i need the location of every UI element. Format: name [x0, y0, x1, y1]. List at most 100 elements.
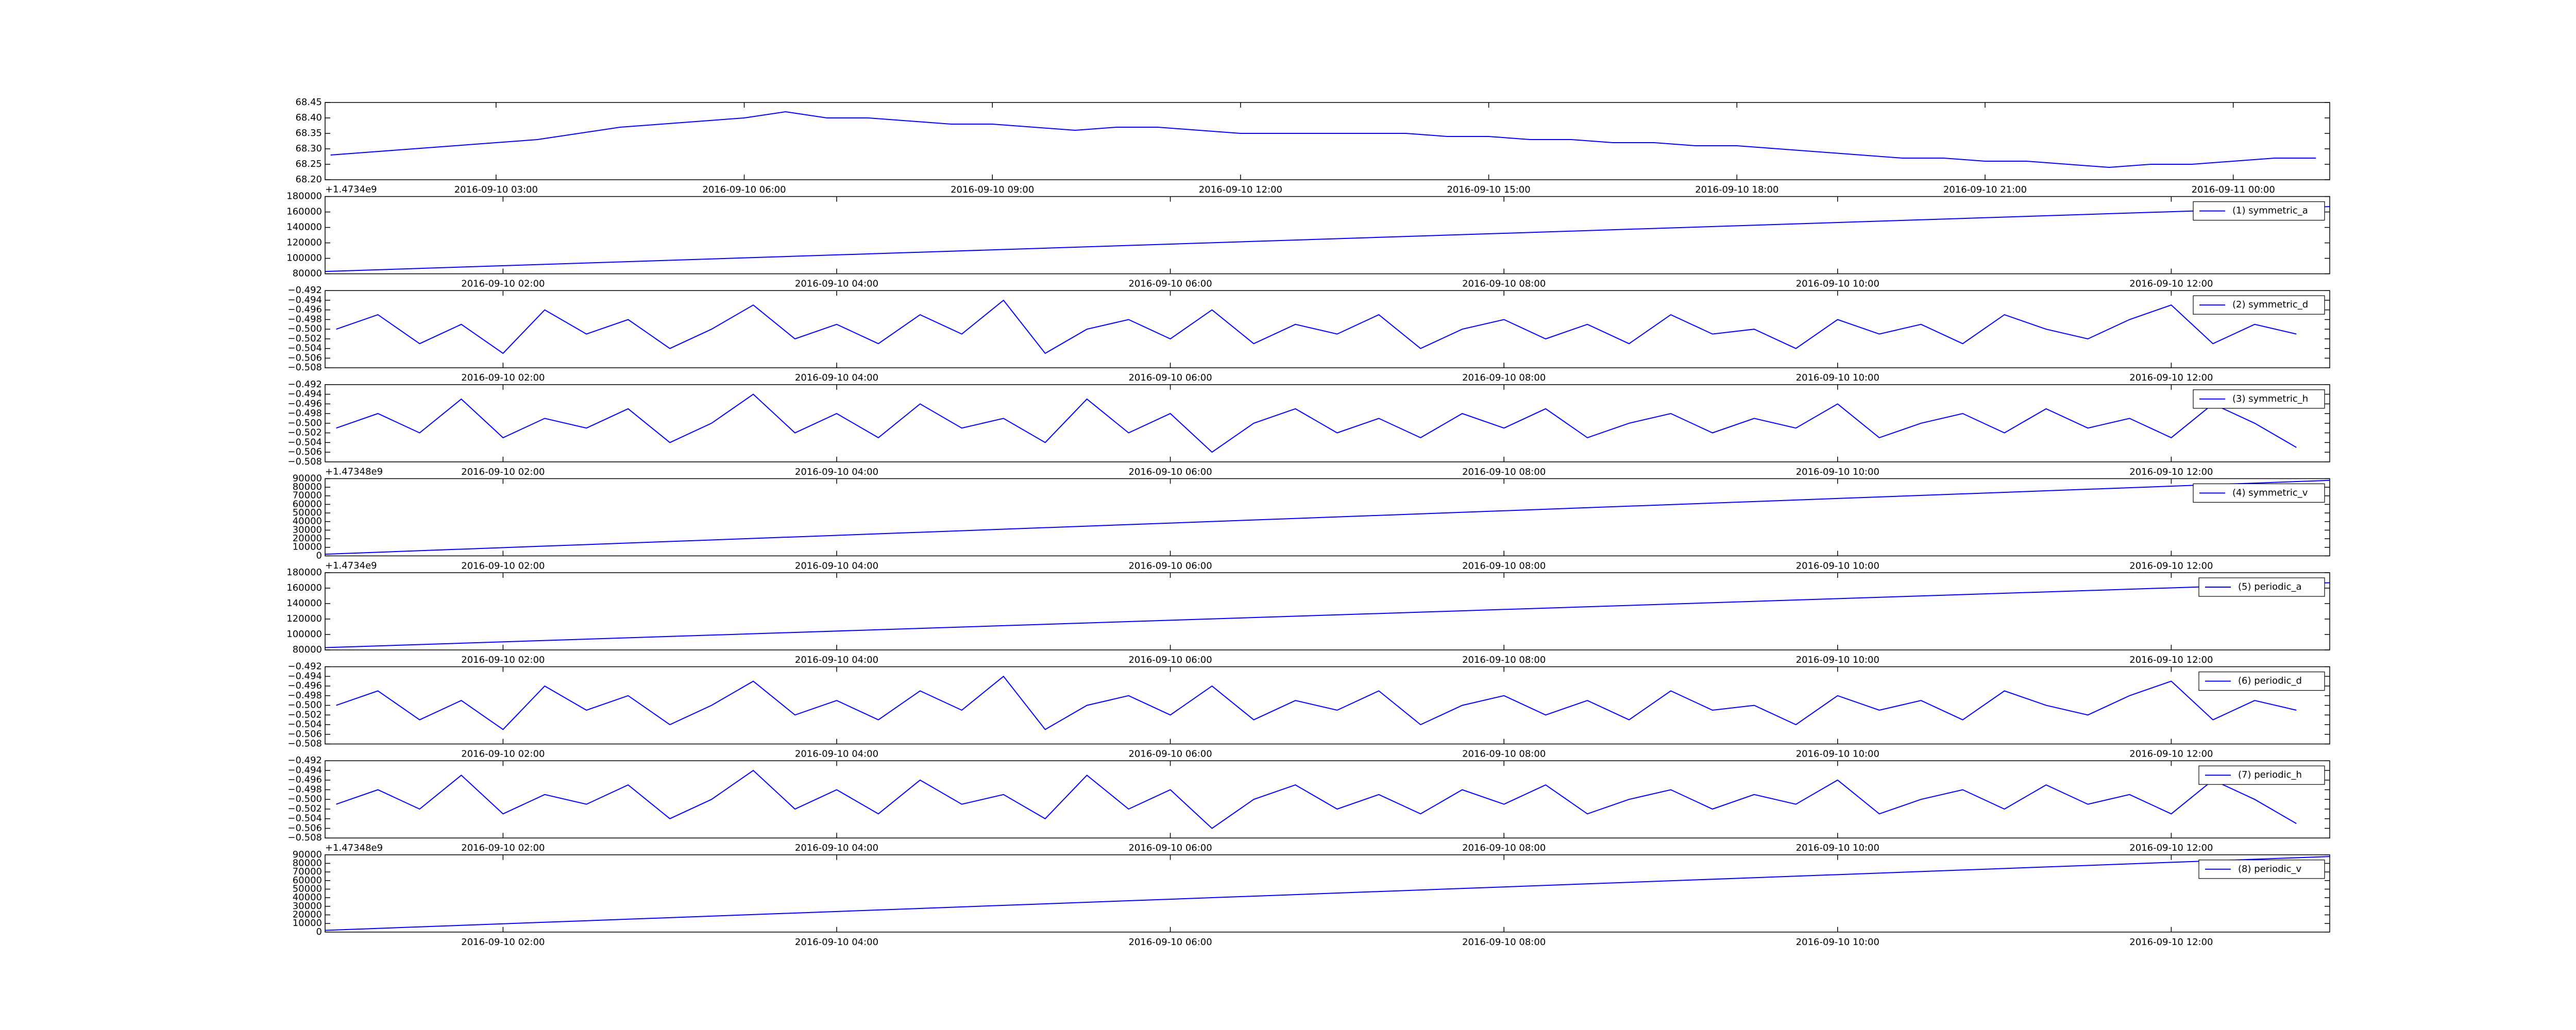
y-tick-label: −0.502 — [287, 803, 322, 814]
plot-area — [325, 582, 2330, 648]
y-tick-label: 60000 — [293, 499, 322, 509]
y-tick-label: −0.500 — [287, 700, 322, 711]
y-tick-label: 68.20 — [295, 174, 322, 185]
x-tick-label: 2016-09-10 04:00 — [795, 279, 878, 289]
x-tick-label: 2016-09-10 04:00 — [795, 560, 878, 571]
legend-label: (8) periodic_v — [2238, 864, 2301, 874]
y-tick-label: 90000 — [293, 849, 322, 860]
y-tick-label: −0.496 — [287, 304, 322, 315]
x-tick-label: 2016-09-10 08:00 — [1462, 372, 1546, 383]
axes-frame — [325, 572, 2330, 650]
y-tick-label: −0.498 — [287, 690, 322, 701]
x-tick-label: 2016-09-10 12:00 — [1199, 184, 1282, 195]
x-tick-label: 2016-09-10 08:00 — [1462, 560, 1546, 571]
axes-frame — [325, 854, 2330, 933]
y-offset-text: +1.4734e9 — [325, 184, 377, 195]
y-tick-label: −0.508 — [287, 832, 322, 843]
x-tick-label: 2016-09-10 08:00 — [1462, 279, 1546, 289]
x-tick-label: 2016-09-10 06:00 — [1128, 655, 1212, 665]
y-tick-label: −0.500 — [287, 794, 322, 804]
axes-frame — [325, 196, 2330, 274]
plot-area — [325, 856, 2330, 931]
y-tick-label: 0 — [316, 550, 322, 561]
x-tick-label: 2016-09-10 09:00 — [951, 184, 1034, 195]
y-tick-label: −0.498 — [287, 314, 322, 324]
x-tick-label: 2016-09-10 02:00 — [461, 279, 545, 289]
x-tick-label: 2016-09-10 04:00 — [795, 655, 878, 665]
legend-label: (7) periodic_h — [2238, 769, 2302, 780]
y-tick-label: −0.504 — [287, 437, 322, 448]
x-tick-label: 2016-09-10 15:00 — [1447, 184, 1530, 195]
y-tick-label: −0.502 — [287, 333, 322, 344]
y-offset-text: +1.47348e9 — [325, 466, 383, 477]
x-tick-label: 2016-09-10 02:00 — [461, 749, 545, 760]
y-offset-text: +1.4734e9 — [325, 560, 377, 571]
y-tick-label: 70000 — [293, 490, 322, 501]
y-tick-label: −0.508 — [287, 739, 322, 749]
y-tick-label: 160000 — [286, 207, 322, 217]
x-tick-label: 2016-09-10 10:00 — [1796, 467, 1879, 477]
x-tick-label: 2016-09-10 02:00 — [461, 937, 545, 948]
data-line — [336, 393, 2297, 453]
y-tick-label: 100000 — [286, 253, 322, 264]
x-tick-label: 2016-09-10 04:00 — [795, 467, 878, 477]
y-offset-text: +1.47348e9 — [325, 843, 383, 853]
y-tick-label: −0.496 — [287, 775, 322, 785]
x-tick-label: 2016-09-10 12:00 — [2129, 843, 2213, 853]
y-tick-label: −0.502 — [287, 709, 322, 720]
plot-area — [336, 299, 2297, 354]
x-tick-label: 2016-09-10 10:00 — [1796, 279, 1879, 289]
x-tick-label: 2016-09-10 04:00 — [795, 749, 878, 760]
axes-frame — [325, 478, 2330, 557]
y-tick-label: 68.35 — [295, 128, 322, 139]
y-tick-label: −0.506 — [287, 447, 322, 457]
x-tick-label: 2016-09-10 12:00 — [2129, 937, 2213, 948]
x-tick-label: 2016-09-10 18:00 — [1695, 184, 1778, 195]
x-tick-label: 2016-09-10 12:00 — [2129, 279, 2213, 289]
y-tick-label: −0.500 — [287, 323, 322, 334]
x-tick-label: 2016-09-10 10:00 — [1796, 560, 1879, 571]
x-tick-label: 2016-09-10 06:00 — [1128, 843, 1212, 853]
x-tick-label: 2016-09-10 08:00 — [1462, 467, 1546, 477]
y-tick-label: −0.492 — [287, 661, 322, 672]
x-tick-label: 2016-09-10 10:00 — [1796, 937, 1879, 948]
axes-frame — [325, 290, 2330, 368]
legend-label: (2) symmetric_d — [2232, 299, 2308, 310]
x-tick-label: 2016-09-10 08:00 — [1462, 655, 1546, 665]
y-tick-label: 80000 — [293, 268, 322, 279]
y-tick-label: 80000 — [293, 857, 322, 868]
axes-frame — [325, 384, 2330, 462]
y-tick-label: −0.496 — [287, 398, 322, 409]
y-tick-label: 0 — [316, 926, 322, 937]
x-tick-label: 2016-09-10 06:00 — [702, 184, 786, 195]
legend-box — [2193, 483, 2325, 503]
legend-label: (6) periodic_d — [2238, 676, 2302, 686]
x-tick-label: 2016-09-10 10:00 — [1796, 843, 1879, 853]
y-tick-label: 10000 — [293, 542, 322, 553]
plot-area — [336, 393, 2297, 453]
y-tick-label: 120000 — [286, 237, 322, 248]
y-tick-label: 20000 — [293, 909, 322, 920]
y-tick-label: 80000 — [293, 644, 322, 655]
y-tick-label: 60000 — [293, 875, 322, 886]
axes-frame — [325, 666, 2330, 745]
x-tick-label: 2016-09-10 21:00 — [1943, 184, 2027, 195]
y-tick-label: 68.45 — [295, 97, 322, 108]
y-tick-label: 100000 — [286, 629, 322, 640]
x-tick-label: 2016-09-10 04:00 — [795, 937, 878, 948]
x-tick-label: 2016-09-10 08:00 — [1462, 749, 1546, 760]
data-line — [325, 582, 2330, 648]
data-line — [336, 769, 2297, 829]
y-tick-label: −0.502 — [287, 427, 322, 438]
y-tick-label: 20000 — [293, 533, 322, 544]
legend-label: (3) symmetric_h — [2232, 393, 2308, 404]
x-tick-label: 2016-09-10 10:00 — [1796, 749, 1879, 760]
y-tick-label: −0.508 — [287, 456, 322, 467]
x-tick-label: 2016-09-10 02:00 — [461, 560, 545, 571]
y-tick-label: 50000 — [293, 883, 322, 894]
x-tick-label: 2016-09-10 10:00 — [1796, 655, 1879, 665]
y-tick-label: −0.498 — [287, 408, 322, 419]
x-tick-label: 2016-09-10 03:00 — [454, 184, 538, 195]
x-tick-label: 2016-09-10 02:00 — [461, 372, 545, 383]
